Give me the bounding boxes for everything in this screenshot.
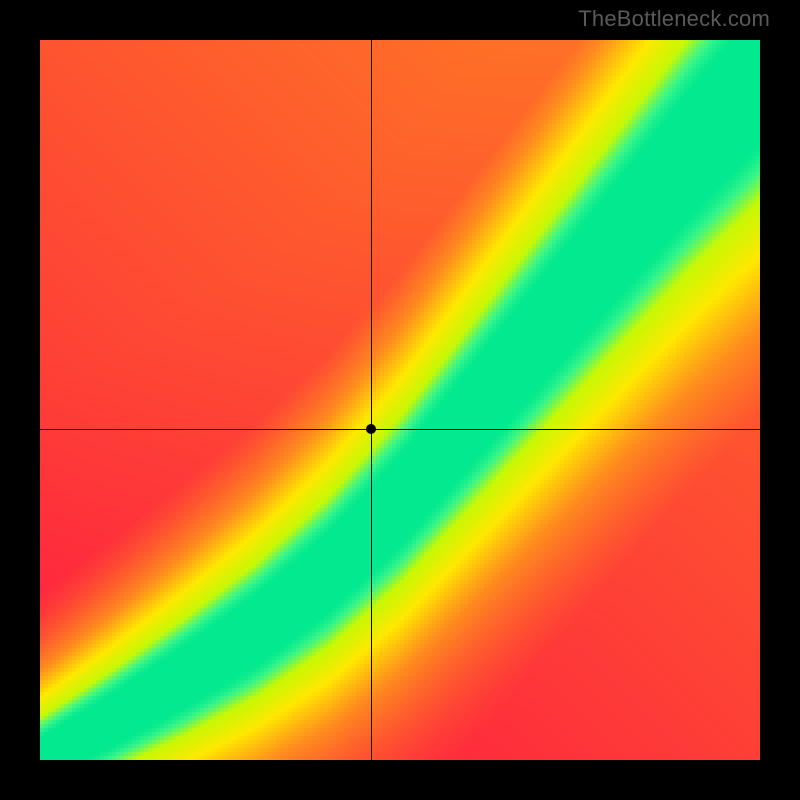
- heatmap-canvas: [40, 40, 760, 760]
- crosshair-horizontal: [40, 429, 760, 430]
- heatmap-plot: [40, 40, 760, 760]
- watermark-text: TheBottleneck.com: [578, 6, 770, 32]
- selection-marker: [366, 424, 376, 434]
- crosshair-vertical: [371, 40, 372, 760]
